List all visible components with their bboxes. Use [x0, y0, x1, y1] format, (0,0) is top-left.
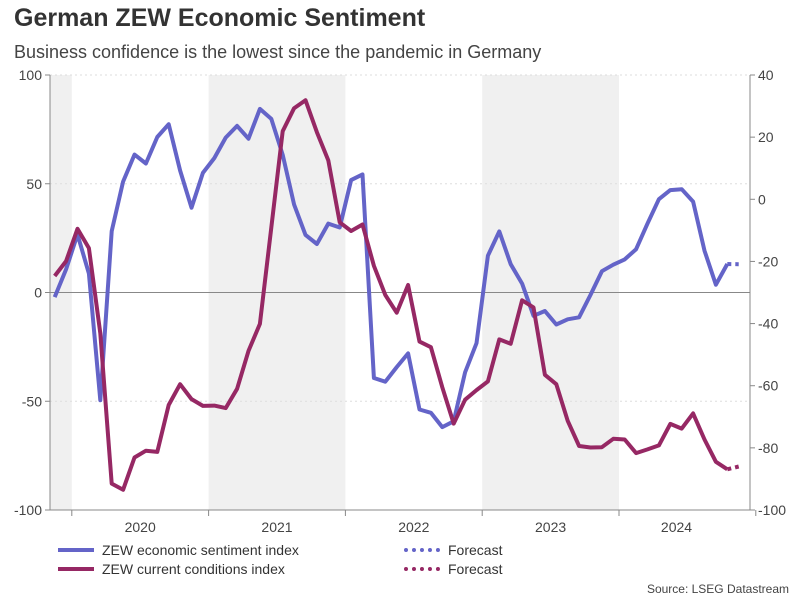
series-line-sentiment: [52, 106, 730, 430]
legend-sentiment-forecast: Forecast: [404, 542, 502, 558]
legend-label-conditions-forecast: Forecast: [448, 561, 503, 577]
legend-swatch-sentiment-forecast: [404, 548, 440, 552]
legend-sentiment: ZEW economic sentiment index: [58, 542, 299, 558]
source-note: Source: LSEG Datastream: [646, 582, 789, 596]
x-tick-label: 2024: [661, 519, 692, 535]
x-tick-label: 2023: [535, 519, 566, 535]
y-right-tick-label: 0: [758, 191, 766, 207]
y-right-tick-label: 20: [758, 129, 774, 145]
y-right-tick-label: 40: [758, 67, 774, 83]
y-right-tick-label: -20: [758, 253, 778, 269]
y-right-tick-label: -80: [758, 440, 778, 456]
y-right-tick-label: -40: [758, 316, 778, 332]
x-tick-label: 2020: [125, 519, 156, 535]
chart-title: German ZEW Economic Sentiment: [14, 4, 426, 32]
legend-swatch-sentiment: [58, 548, 94, 552]
series-line-conditions: [53, 98, 729, 492]
x-tick-label: 2021: [261, 519, 292, 535]
legend-label-sentiment-forecast: Forecast: [448, 542, 503, 558]
y-left-tick-label: -100: [14, 502, 42, 518]
y-left-tick-label: -50: [22, 393, 42, 409]
y-right-tick-label: -100: [758, 502, 786, 518]
x-tick-label: 2022: [398, 519, 429, 535]
legend-conditions-forecast: Forecast: [404, 561, 502, 577]
y-left-tick-label: 50: [26, 176, 42, 192]
legend-swatch-conditions-forecast: [404, 567, 440, 571]
legend-label-sentiment: ZEW economic sentiment index: [102, 542, 299, 558]
y-right-tick-label: -60: [758, 378, 778, 394]
legend-label-conditions: ZEW current conditions index: [102, 561, 285, 577]
forecast-line-conditions: [726, 464, 740, 472]
legend-swatch-conditions: [58, 567, 94, 571]
y-left-tick-label: 0: [34, 285, 42, 301]
legend-conditions: ZEW current conditions index: [58, 561, 285, 577]
y-left-tick-label: 100: [19, 67, 43, 83]
chart-subtitle: Business confidence is the lowest since …: [14, 42, 542, 62]
